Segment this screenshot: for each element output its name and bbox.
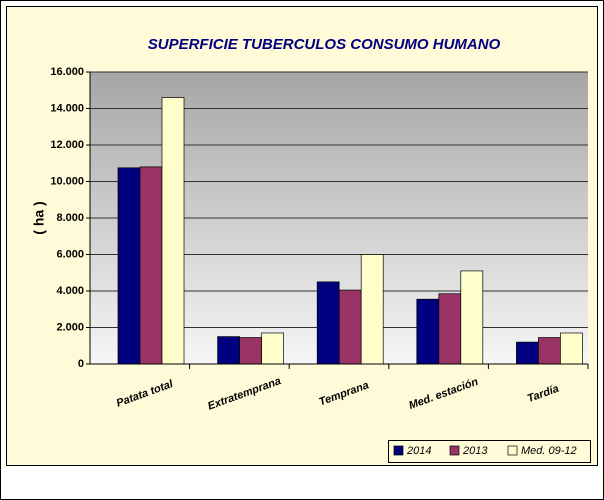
legend-box [388,440,591,463]
legend-swatch [507,445,518,456]
y-tick-label: 10.000 [50,175,84,187]
y-tick-label: 0 [78,358,84,370]
bar [261,332,284,365]
y-axis-label: ( ha ) [31,201,47,234]
bar [516,341,539,365]
bar [139,166,163,365]
bar [538,337,561,365]
legend-label: 2014 [406,445,431,457]
bar [217,336,240,365]
legend-swatch [449,445,460,456]
chart-title: SUPERFICIE TUBERCULOS CONSUMO HUMANO [148,36,501,53]
y-tick-label: 6.000 [56,248,84,260]
legend-label: Med. 09-12 [521,445,577,457]
legend-swatch [393,445,404,456]
y-tick-label: 12.000 [50,139,84,151]
bar [316,281,340,365]
y-tick-label: 16.000 [50,66,84,78]
y-tick-label: 14.000 [50,102,84,114]
y-tick-label: 4.000 [56,285,84,297]
bar [360,254,384,365]
bar [161,97,185,365]
bar [438,293,462,365]
bar [239,337,262,365]
y-tick-label: 8.000 [56,212,84,224]
y-tick-label: 2.000 [56,321,84,333]
bar [117,167,141,365]
bar [338,289,362,365]
bar [416,298,440,365]
bar [460,270,484,365]
legend-label: 2013 [462,445,488,457]
bar [560,332,583,365]
